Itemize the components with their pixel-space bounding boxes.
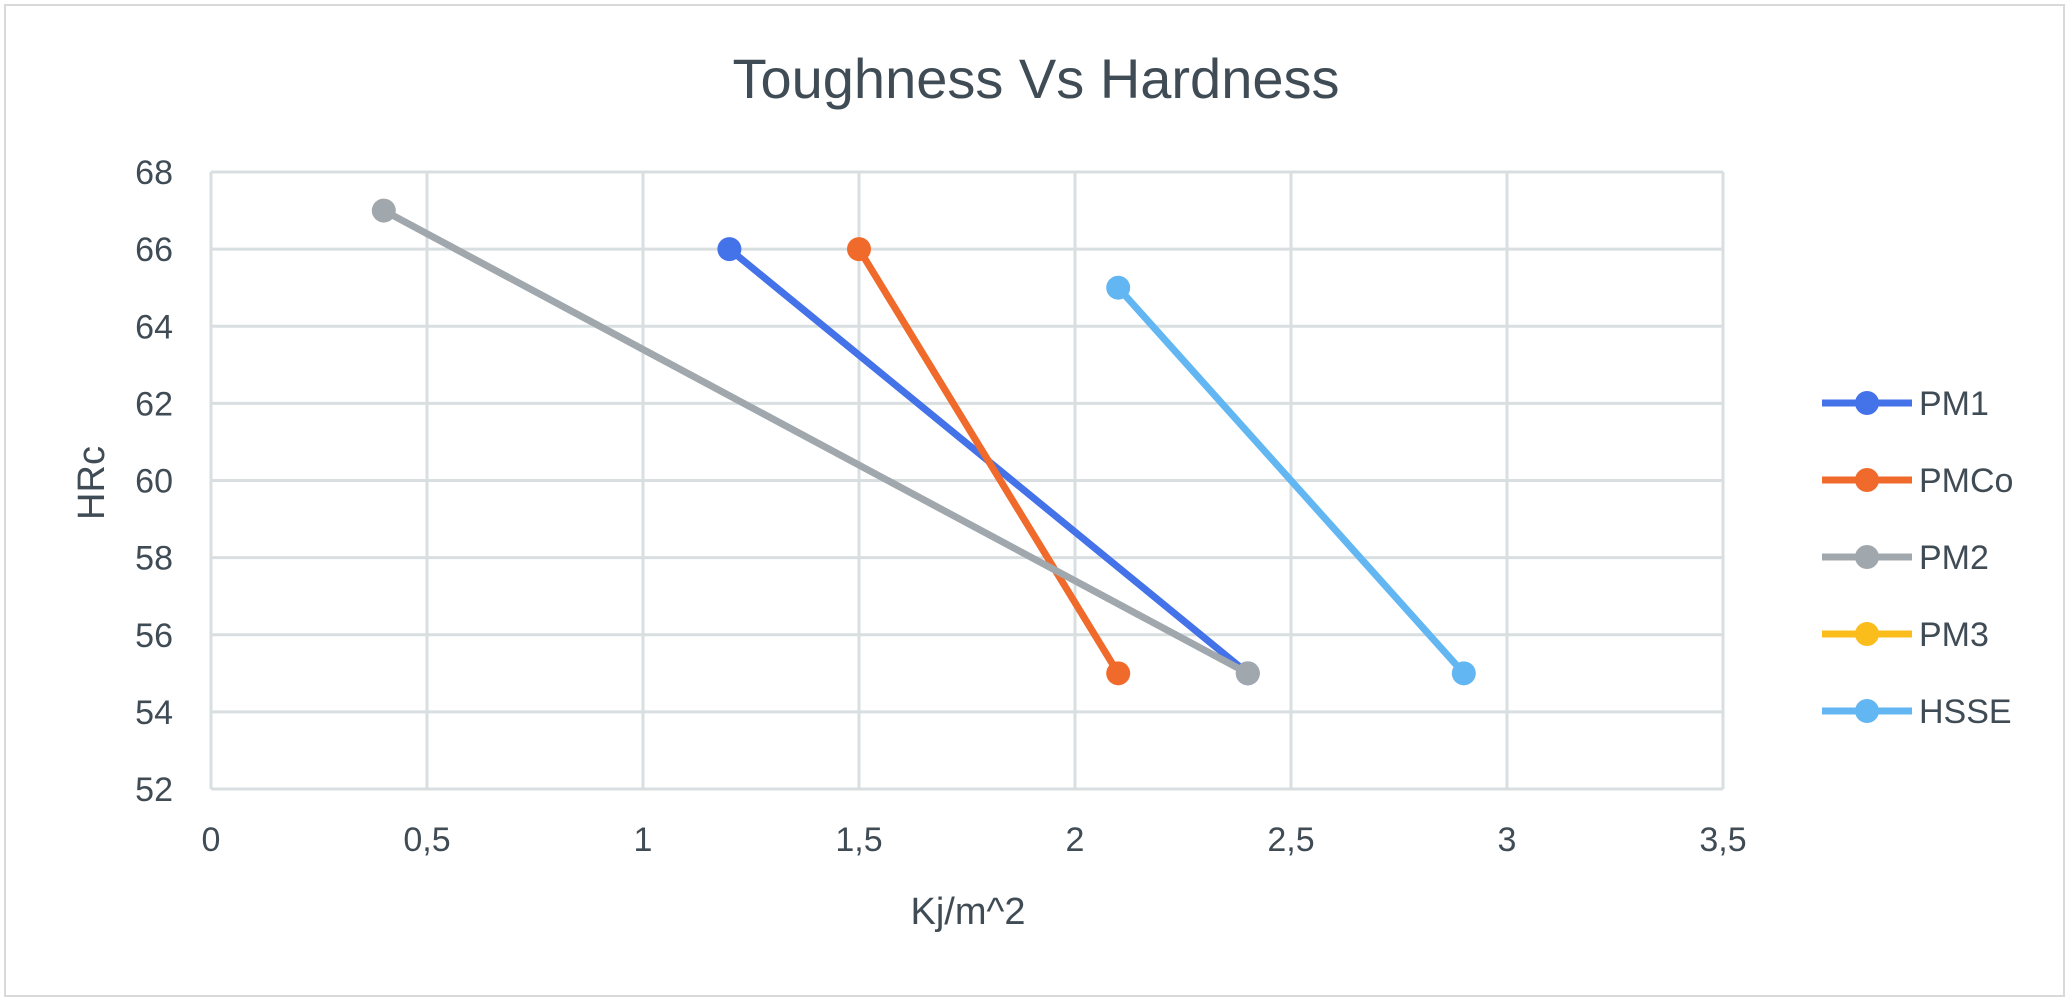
y-tick-label: 62 bbox=[135, 385, 173, 423]
data-point bbox=[1106, 661, 1131, 686]
legend-marker bbox=[1855, 468, 1879, 492]
data-point bbox=[847, 237, 871, 262]
chart-title: Toughness Vs Hardness bbox=[732, 47, 1339, 110]
y-tick-label: 66 bbox=[135, 231, 173, 269]
y-tick-label: 64 bbox=[135, 308, 173, 346]
x-tick-label: 2,5 bbox=[1267, 821, 1314, 859]
series-hsse bbox=[1106, 275, 1476, 686]
series-line bbox=[380, 207, 1252, 677]
series-line bbox=[1114, 284, 1468, 677]
legend-label: PM1 bbox=[1919, 385, 1989, 423]
legend-label: PM2 bbox=[1919, 539, 1989, 577]
data-point bbox=[1451, 661, 1476, 686]
y-axis-label: HRc bbox=[71, 446, 113, 520]
legend-marker bbox=[1855, 545, 1879, 569]
legend-item-pm2: PM2 bbox=[1822, 539, 1989, 577]
legend-item-pm3: PM3 bbox=[1822, 616, 1989, 654]
y-tick-label: 60 bbox=[135, 463, 173, 501]
legend: PM1 PMCo PM2 PM3 HSSE bbox=[1822, 385, 2013, 731]
series-pmco bbox=[847, 237, 1131, 686]
x-tick-label: 0,5 bbox=[403, 821, 450, 859]
y-tick-label: 52 bbox=[135, 771, 173, 809]
legend-item-pm1: PM1 bbox=[1822, 385, 1989, 423]
data-point bbox=[717, 237, 742, 262]
x-tick-label: 1 bbox=[634, 821, 653, 859]
series-pm2 bbox=[371, 198, 1260, 686]
legend-label: HSSE bbox=[1919, 693, 2012, 731]
legend-marker bbox=[1855, 699, 1879, 723]
x-tick-label: 1,5 bbox=[835, 821, 882, 859]
legend-marker bbox=[1855, 622, 1879, 646]
x-tick-label: 3,5 bbox=[1699, 821, 1746, 859]
y-tick-label: 56 bbox=[135, 617, 173, 655]
y-tick-label: 54 bbox=[135, 694, 173, 732]
legend-label: PMCo bbox=[1919, 462, 2013, 500]
y-tick-label: 68 bbox=[135, 154, 173, 192]
tick-labels: 52 54 56 58 60 62 64 66 68 0 0,5 1 1,5 2 2,5 3 3,5 bbox=[135, 154, 1746, 859]
legend-label: PM3 bbox=[1919, 616, 1989, 654]
x-tick-label: 2 bbox=[1066, 821, 1085, 859]
legend-item-hsse: HSSE bbox=[1822, 693, 2012, 731]
data-point bbox=[371, 198, 396, 223]
plot-series bbox=[371, 198, 1476, 686]
data-point bbox=[1235, 661, 1260, 686]
legend-marker bbox=[1855, 391, 1879, 415]
series-line bbox=[855, 245, 1122, 677]
data-point bbox=[1106, 275, 1131, 300]
x-tick-label: 0 bbox=[202, 821, 221, 859]
x-axis-label: Kj/m^2 bbox=[911, 891, 1026, 933]
legend-item-pmco: PMCo bbox=[1822, 462, 2013, 500]
y-tick-label: 58 bbox=[135, 540, 173, 578]
grid bbox=[209, 170, 1725, 791]
x-tick-label: 3 bbox=[1498, 821, 1517, 859]
